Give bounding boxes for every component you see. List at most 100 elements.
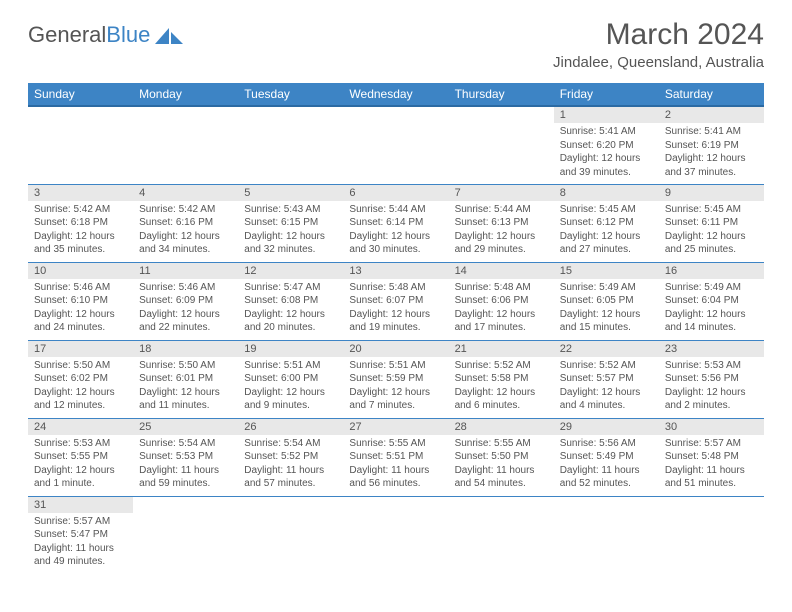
calendar-cell: 2Sunrise: 5:41 AMSunset: 6:19 PMDaylight… bbox=[659, 106, 764, 184]
weekday-header: Tuesday bbox=[238, 83, 343, 106]
calendar-cell: 31Sunrise: 5:57 AMSunset: 5:47 PMDayligh… bbox=[28, 496, 133, 574]
day-details: Sunrise: 5:44 AMSunset: 6:13 PMDaylight:… bbox=[449, 201, 554, 261]
calendar-cell: 22Sunrise: 5:52 AMSunset: 5:57 PMDayligh… bbox=[554, 340, 659, 418]
day-number: 8 bbox=[554, 185, 659, 201]
day-details: Sunrise: 5:49 AMSunset: 6:04 PMDaylight:… bbox=[659, 279, 764, 339]
weekday-header: Thursday bbox=[449, 83, 554, 106]
weekday-header: Monday bbox=[133, 83, 238, 106]
calendar-cell: 10Sunrise: 5:46 AMSunset: 6:10 PMDayligh… bbox=[28, 262, 133, 340]
day-details: Sunrise: 5:55 AMSunset: 5:50 PMDaylight:… bbox=[449, 435, 554, 495]
logo-text-b: Blue bbox=[106, 22, 150, 48]
day-details: Sunrise: 5:52 AMSunset: 5:57 PMDaylight:… bbox=[554, 357, 659, 417]
day-details: Sunrise: 5:53 AMSunset: 5:56 PMDaylight:… bbox=[659, 357, 764, 417]
day-number: 3 bbox=[28, 185, 133, 201]
day-number: 30 bbox=[659, 419, 764, 435]
header: General Blue March 2024 Jindalee, Queens… bbox=[28, 18, 764, 71]
calendar-cell bbox=[343, 496, 448, 574]
calendar-cell: 17Sunrise: 5:50 AMSunset: 6:02 PMDayligh… bbox=[28, 340, 133, 418]
day-number: 6 bbox=[343, 185, 448, 201]
day-number: 21 bbox=[449, 341, 554, 357]
day-number: 20 bbox=[343, 341, 448, 357]
calendar-cell: 6Sunrise: 5:44 AMSunset: 6:14 PMDaylight… bbox=[343, 184, 448, 262]
calendar-cell bbox=[133, 106, 238, 184]
logo-text-a: General bbox=[28, 22, 106, 48]
day-number: 4 bbox=[133, 185, 238, 201]
day-number: 2 bbox=[659, 107, 764, 123]
day-details: Sunrise: 5:54 AMSunset: 5:52 PMDaylight:… bbox=[238, 435, 343, 495]
day-details: Sunrise: 5:44 AMSunset: 6:14 PMDaylight:… bbox=[343, 201, 448, 261]
day-number: 27 bbox=[343, 419, 448, 435]
day-number: 18 bbox=[133, 341, 238, 357]
calendar-cell bbox=[343, 106, 448, 184]
day-details: Sunrise: 5:51 AMSunset: 6:00 PMDaylight:… bbox=[238, 357, 343, 417]
calendar-cell: 25Sunrise: 5:54 AMSunset: 5:53 PMDayligh… bbox=[133, 418, 238, 496]
day-number: 16 bbox=[659, 263, 764, 279]
day-number: 7 bbox=[449, 185, 554, 201]
calendar-row: 10Sunrise: 5:46 AMSunset: 6:10 PMDayligh… bbox=[28, 262, 764, 340]
day-number: 14 bbox=[449, 263, 554, 279]
day-number: 17 bbox=[28, 341, 133, 357]
calendar-row: 17Sunrise: 5:50 AMSunset: 6:02 PMDayligh… bbox=[28, 340, 764, 418]
calendar-cell bbox=[659, 496, 764, 574]
calendar-cell: 8Sunrise: 5:45 AMSunset: 6:12 PMDaylight… bbox=[554, 184, 659, 262]
calendar-row: 1Sunrise: 5:41 AMSunset: 6:20 PMDaylight… bbox=[28, 106, 764, 184]
calendar-cell: 29Sunrise: 5:56 AMSunset: 5:49 PMDayligh… bbox=[554, 418, 659, 496]
day-number: 12 bbox=[238, 263, 343, 279]
weekday-header: Sunday bbox=[28, 83, 133, 106]
day-number: 11 bbox=[133, 263, 238, 279]
day-number: 10 bbox=[28, 263, 133, 279]
calendar-cell: 21Sunrise: 5:52 AMSunset: 5:58 PMDayligh… bbox=[449, 340, 554, 418]
day-number: 31 bbox=[28, 497, 133, 513]
month-title: March 2024 bbox=[553, 18, 764, 52]
day-details: Sunrise: 5:45 AMSunset: 6:12 PMDaylight:… bbox=[554, 201, 659, 261]
day-details: Sunrise: 5:49 AMSunset: 6:05 PMDaylight:… bbox=[554, 279, 659, 339]
day-details: Sunrise: 5:42 AMSunset: 6:18 PMDaylight:… bbox=[28, 201, 133, 261]
calendar-row: 31Sunrise: 5:57 AMSunset: 5:47 PMDayligh… bbox=[28, 496, 764, 574]
day-number: 13 bbox=[343, 263, 448, 279]
calendar-cell: 18Sunrise: 5:50 AMSunset: 6:01 PMDayligh… bbox=[133, 340, 238, 418]
calendar-row: 3Sunrise: 5:42 AMSunset: 6:18 PMDaylight… bbox=[28, 184, 764, 262]
calendar-cell: 12Sunrise: 5:47 AMSunset: 6:08 PMDayligh… bbox=[238, 262, 343, 340]
day-details: Sunrise: 5:41 AMSunset: 6:20 PMDaylight:… bbox=[554, 123, 659, 183]
calendar-cell: 28Sunrise: 5:55 AMSunset: 5:50 PMDayligh… bbox=[449, 418, 554, 496]
calendar-cell: 23Sunrise: 5:53 AMSunset: 5:56 PMDayligh… bbox=[659, 340, 764, 418]
day-number: 25 bbox=[133, 419, 238, 435]
calendar-cell bbox=[449, 496, 554, 574]
day-details: Sunrise: 5:43 AMSunset: 6:15 PMDaylight:… bbox=[238, 201, 343, 261]
day-details: Sunrise: 5:42 AMSunset: 6:16 PMDaylight:… bbox=[133, 201, 238, 261]
day-details: Sunrise: 5:52 AMSunset: 5:58 PMDaylight:… bbox=[449, 357, 554, 417]
day-details: Sunrise: 5:47 AMSunset: 6:08 PMDaylight:… bbox=[238, 279, 343, 339]
calendar-cell: 24Sunrise: 5:53 AMSunset: 5:55 PMDayligh… bbox=[28, 418, 133, 496]
calendar-cell: 9Sunrise: 5:45 AMSunset: 6:11 PMDaylight… bbox=[659, 184, 764, 262]
logo: General Blue bbox=[28, 22, 185, 48]
calendar-cell: 3Sunrise: 5:42 AMSunset: 6:18 PMDaylight… bbox=[28, 184, 133, 262]
day-number: 26 bbox=[238, 419, 343, 435]
day-details: Sunrise: 5:50 AMSunset: 6:02 PMDaylight:… bbox=[28, 357, 133, 417]
day-number: 29 bbox=[554, 419, 659, 435]
day-number: 1 bbox=[554, 107, 659, 123]
day-number: 28 bbox=[449, 419, 554, 435]
day-details: Sunrise: 5:56 AMSunset: 5:49 PMDaylight:… bbox=[554, 435, 659, 495]
day-number: 5 bbox=[238, 185, 343, 201]
calendar-cell: 20Sunrise: 5:51 AMSunset: 5:59 PMDayligh… bbox=[343, 340, 448, 418]
weekday-header: Friday bbox=[554, 83, 659, 106]
weekday-header: Saturday bbox=[659, 83, 764, 106]
day-details: Sunrise: 5:48 AMSunset: 6:06 PMDaylight:… bbox=[449, 279, 554, 339]
day-number: 15 bbox=[554, 263, 659, 279]
calendar-cell: 19Sunrise: 5:51 AMSunset: 6:00 PMDayligh… bbox=[238, 340, 343, 418]
logo-sail-icon bbox=[155, 26, 185, 46]
day-details: Sunrise: 5:57 AMSunset: 5:47 PMDaylight:… bbox=[28, 513, 133, 573]
calendar-cell: 7Sunrise: 5:44 AMSunset: 6:13 PMDaylight… bbox=[449, 184, 554, 262]
day-number: 19 bbox=[238, 341, 343, 357]
calendar-cell: 26Sunrise: 5:54 AMSunset: 5:52 PMDayligh… bbox=[238, 418, 343, 496]
location: Jindalee, Queensland, Australia bbox=[553, 54, 764, 71]
day-details: Sunrise: 5:53 AMSunset: 5:55 PMDaylight:… bbox=[28, 435, 133, 495]
calendar-cell bbox=[238, 106, 343, 184]
calendar-cell: 1Sunrise: 5:41 AMSunset: 6:20 PMDaylight… bbox=[554, 106, 659, 184]
day-details: Sunrise: 5:51 AMSunset: 5:59 PMDaylight:… bbox=[343, 357, 448, 417]
calendar-row: 24Sunrise: 5:53 AMSunset: 5:55 PMDayligh… bbox=[28, 418, 764, 496]
calendar-cell: 5Sunrise: 5:43 AMSunset: 6:15 PMDaylight… bbox=[238, 184, 343, 262]
day-details: Sunrise: 5:55 AMSunset: 5:51 PMDaylight:… bbox=[343, 435, 448, 495]
day-number: 22 bbox=[554, 341, 659, 357]
day-details: Sunrise: 5:54 AMSunset: 5:53 PMDaylight:… bbox=[133, 435, 238, 495]
